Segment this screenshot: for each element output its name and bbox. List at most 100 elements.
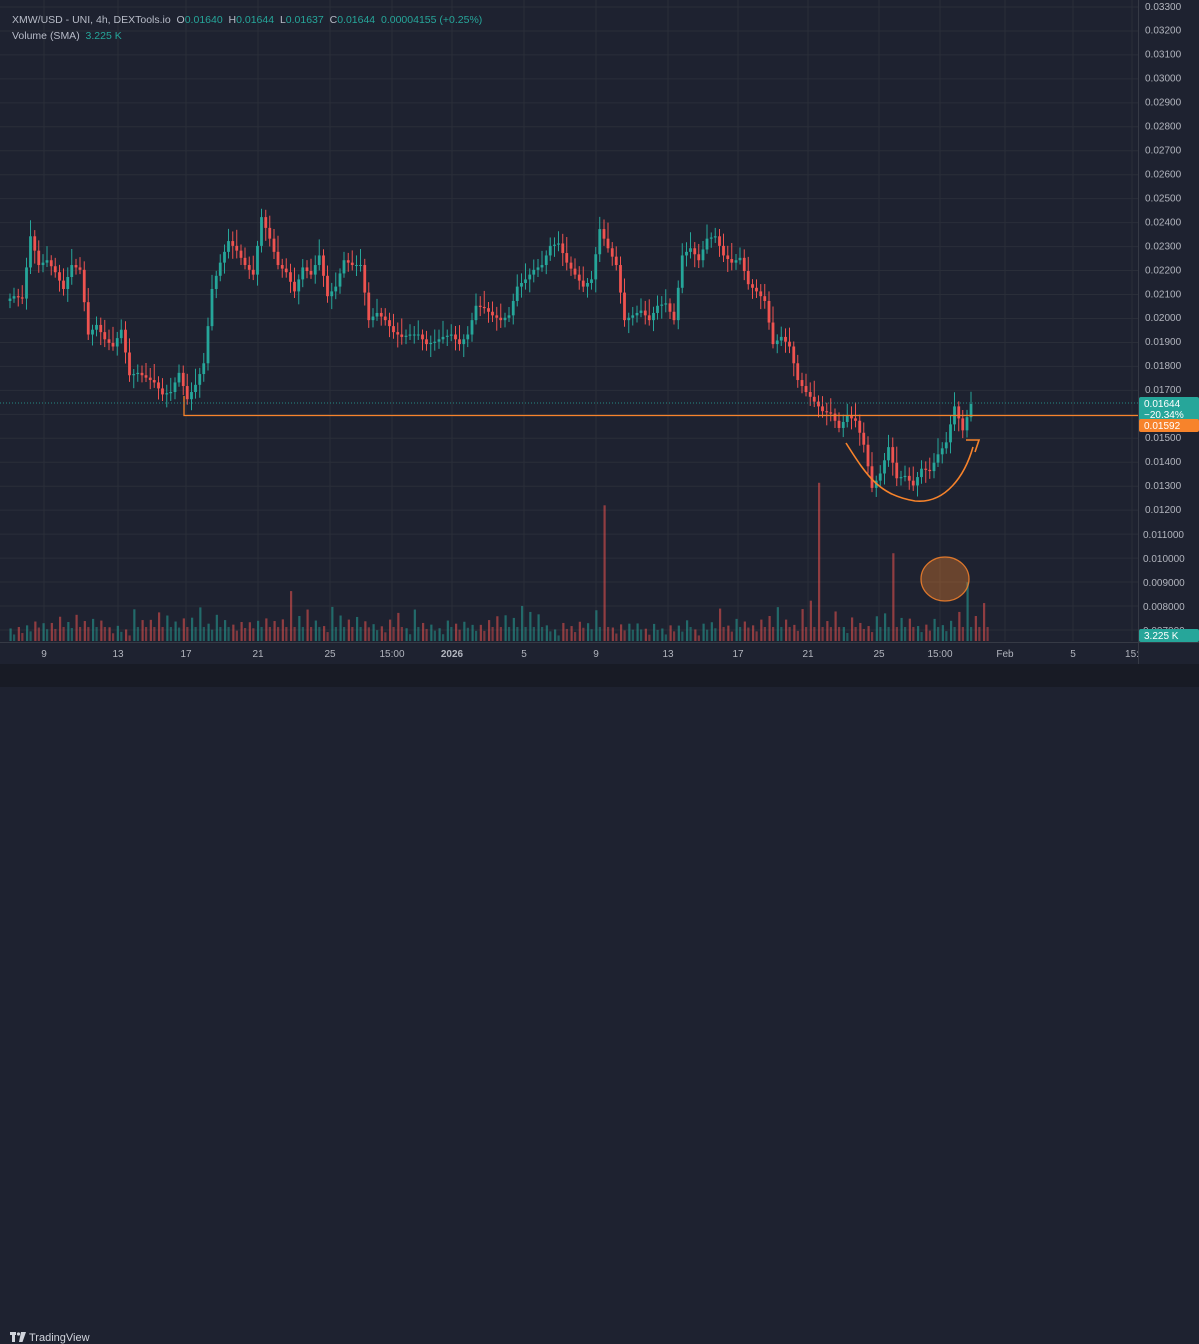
time-tick-label: 21: [252, 649, 264, 660]
volume-bar: [620, 624, 623, 641]
candle-body: [544, 255, 548, 266]
time-tick-label: 21: [802, 649, 814, 660]
volume-bar: [496, 616, 499, 641]
candle-body: [49, 260, 53, 267]
volume-bar: [458, 629, 461, 641]
volume-bar: [818, 482, 821, 641]
candle-body: [12, 296, 16, 299]
volume-bar: [252, 628, 255, 641]
candle: [53, 257, 57, 278]
candle-body: [680, 255, 684, 288]
volume-bar: [149, 619, 152, 641]
candle-body: [883, 460, 886, 474]
candle: [338, 268, 342, 294]
candle-body: [78, 267, 82, 270]
candle-body: [346, 260, 350, 263]
legend-symbol[interactable]: XMW/USD - UNI, 4h, DEXTools.io: [12, 14, 171, 26]
candle: [95, 316, 98, 337]
volume-bar: [323, 626, 326, 641]
candle-body: [260, 217, 263, 246]
candle-body: [598, 229, 602, 255]
candle-body: [309, 271, 313, 275]
volume-bar: [182, 618, 185, 641]
candle: [103, 319, 107, 348]
candle-body: [144, 375, 148, 378]
candle: [895, 446, 899, 487]
candle-body: [940, 448, 944, 455]
volume-bar: [788, 627, 791, 641]
candle-body: [181, 372, 185, 387]
candle: [920, 460, 923, 484]
candle-body: [532, 269, 536, 275]
tradingview-brand[interactable]: TradingView: [10, 1332, 90, 1344]
support-price-badge: [1139, 419, 1199, 432]
candle: [260, 208, 263, 253]
candle: [404, 329, 408, 345]
candle: [536, 258, 540, 278]
candle: [194, 368, 197, 399]
last-price-badge: [1139, 397, 1199, 421]
candle: [623, 278, 626, 327]
legend-volume-label[interactable]: Volume (SMA): [12, 30, 80, 42]
volume-bar: [422, 622, 425, 641]
volume-bar: [661, 628, 664, 641]
volume-bar: [351, 627, 354, 641]
volume-bar: [669, 625, 672, 641]
candle-body: [709, 237, 713, 239]
candle-body: [433, 341, 437, 343]
candle-body: [103, 332, 107, 340]
candle: [858, 414, 862, 446]
candle-body: [454, 334, 457, 340]
candle: [652, 306, 655, 332]
candle-body: [210, 288, 214, 327]
candle-body: [107, 339, 111, 343]
candle: [107, 329, 111, 351]
candle: [416, 320, 420, 340]
candle: [544, 250, 548, 275]
candle-body: [400, 334, 404, 337]
volume-bar: [867, 626, 870, 641]
candle-body: [115, 338, 119, 347]
candle: [676, 280, 680, 330]
candle-body: [148, 377, 152, 381]
candle: [478, 296, 482, 317]
candle-body: [202, 363, 206, 375]
candle: [932, 453, 936, 479]
tradingview-logo-icon: [10, 1332, 26, 1342]
candle: [660, 296, 664, 319]
candle-body: [350, 262, 354, 266]
candle: [16, 288, 20, 307]
candle-body: [342, 260, 346, 274]
candle: [198, 367, 202, 398]
candle: [437, 329, 441, 349]
candle: [887, 434, 890, 467]
candle: [969, 391, 973, 422]
price-tick-label: 0.02100: [1145, 289, 1182, 300]
candle: [243, 247, 247, 270]
candle: [540, 250, 544, 272]
candle-body: [185, 386, 189, 400]
candle-body: [718, 236, 721, 246]
volume-bar: [260, 627, 263, 641]
volume-bar: [194, 627, 197, 641]
price-tick-label: 0.02300: [1145, 241, 1182, 252]
volume-bar: [760, 619, 763, 641]
candle-body: [177, 372, 181, 383]
candle-body: [837, 420, 841, 428]
candle: [66, 267, 70, 302]
candle-body: [239, 250, 243, 258]
candlestick-chart[interactable]: 0.01200 0.01300 0.01400 0.01500 0.01700 0.018…: [0, 0, 1199, 664]
candle: [491, 301, 494, 322]
candle-body: [606, 238, 610, 249]
volume-bar: [125, 629, 128, 641]
price-tick-label: 0.02200: [1145, 265, 1182, 276]
candle-body: [466, 334, 470, 340]
candle-body: [495, 315, 499, 318]
price-tick-label: 0.02900: [1145, 98, 1182, 109]
volume-bar: [211, 629, 214, 641]
candle: [775, 334, 779, 354]
candle-body: [379, 312, 383, 317]
candle: [614, 246, 618, 271]
volume-bar: [862, 628, 865, 641]
volume-bar: [970, 627, 973, 641]
